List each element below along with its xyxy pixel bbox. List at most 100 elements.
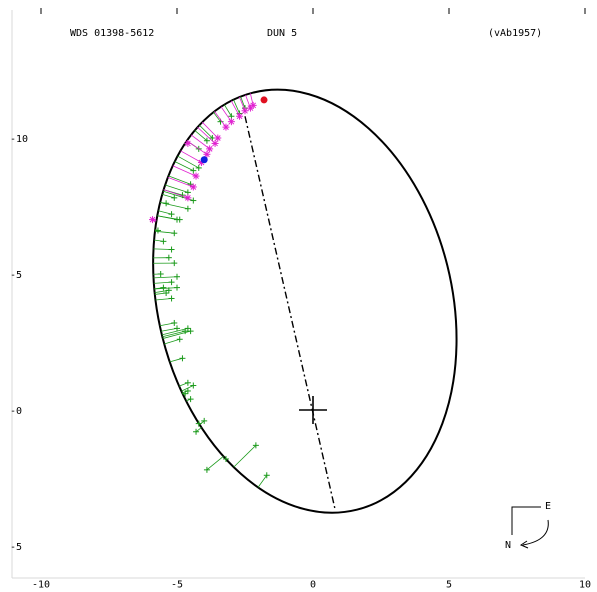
micrometer-observation xyxy=(165,254,172,261)
residual-line xyxy=(177,155,199,169)
residual-line xyxy=(160,202,188,210)
x-axis-ticks: -10 -5 0 5 10 xyxy=(32,579,591,590)
residual-line xyxy=(168,175,191,185)
micrometer-observation xyxy=(154,227,161,234)
micrometer-observation xyxy=(157,271,164,277)
residual-line xyxy=(206,456,224,471)
residual-line xyxy=(220,106,232,122)
micrometer-observation xyxy=(187,396,194,403)
compass-north-label: N xyxy=(505,540,511,551)
x-tick-label: 5 xyxy=(446,579,452,590)
micrometer-observation xyxy=(195,164,202,171)
residual-line xyxy=(239,96,246,111)
compass: E N xyxy=(505,501,551,551)
residual-line xyxy=(233,445,257,468)
interferometric-observation xyxy=(222,123,230,131)
residual-line xyxy=(172,165,197,177)
micrometer-observation xyxy=(184,387,191,394)
residual-line xyxy=(174,161,194,171)
x-tick-label: -5 xyxy=(171,579,183,590)
micrometer-observation xyxy=(174,273,180,280)
micrometer-observation xyxy=(168,211,175,218)
micrometer-observation xyxy=(174,284,180,291)
residual-line xyxy=(199,124,213,139)
residual-line xyxy=(153,276,178,279)
residual-line xyxy=(224,104,232,117)
residual-line xyxy=(180,150,202,163)
residual-line xyxy=(181,385,194,392)
interferometric-observation xyxy=(211,139,219,147)
micrometer-observation xyxy=(182,390,189,397)
interferometric-observation xyxy=(227,118,235,126)
residual-line xyxy=(162,330,186,338)
micrometer-observation xyxy=(184,325,191,332)
star-name-label: DUN 5 xyxy=(267,28,297,39)
residual-line xyxy=(163,189,189,199)
micrometer-observation xyxy=(168,279,175,286)
micrometer-observation xyxy=(201,417,208,424)
y-tick-label: -5 xyxy=(10,270,22,281)
micrometer-observation xyxy=(252,442,259,449)
micrometer-observation xyxy=(190,167,197,174)
interferometric-observation xyxy=(189,183,197,191)
micrometer-observation xyxy=(179,355,186,362)
y-tick-label: -10 xyxy=(10,134,28,145)
y-tick-label: -5 xyxy=(10,542,22,553)
compass-east-label: E xyxy=(545,501,551,512)
residual-line xyxy=(161,328,188,336)
interferometric-observation xyxy=(192,172,200,180)
line-of-apsides xyxy=(244,116,336,509)
residual-line xyxy=(240,96,246,109)
residual-line xyxy=(201,121,219,139)
residual-line xyxy=(153,248,172,250)
interferometric-observation xyxy=(203,150,211,158)
residual-line xyxy=(195,427,202,433)
residual-line xyxy=(169,357,183,363)
micrometer-observation xyxy=(190,382,197,389)
micrometer-observation xyxy=(163,290,170,297)
interferometric-observation xyxy=(206,145,214,153)
residual-line xyxy=(233,99,240,114)
x-tick-label: 0 xyxy=(310,579,316,590)
micrometer-observation xyxy=(160,284,167,291)
residual-line xyxy=(190,134,210,150)
residual-line xyxy=(186,140,208,155)
compass-arms xyxy=(511,506,541,535)
x-tick-label: -10 xyxy=(32,579,50,590)
micrometer-observation xyxy=(174,325,180,332)
residual-line xyxy=(165,184,189,193)
micrometer-observation xyxy=(203,137,210,144)
micrometer-observation xyxy=(171,260,178,267)
residual-line xyxy=(199,420,205,425)
orbit-ellipse xyxy=(152,88,458,514)
top-ticks xyxy=(40,8,586,14)
interferometric-observation xyxy=(184,139,192,147)
interferometric-observation xyxy=(149,216,157,224)
micrometer-observation xyxy=(176,216,183,223)
residual-line xyxy=(162,330,191,339)
residual-line xyxy=(230,100,240,117)
residual-line xyxy=(167,177,194,188)
residual-line xyxy=(214,111,227,128)
micrometer-observation xyxy=(263,472,270,479)
rotation-arrow xyxy=(522,519,549,546)
orbit-reference-label: (vAb1957) xyxy=(488,28,542,39)
micrometer-observation xyxy=(222,455,229,462)
residual-line xyxy=(257,475,268,488)
y-tick-label: -0 xyxy=(10,406,22,417)
rotation-arrowhead xyxy=(519,540,529,549)
micrometer-observation xyxy=(184,379,191,386)
micrometer-observation xyxy=(193,428,200,435)
residual-line xyxy=(164,338,180,345)
micrometer-observation xyxy=(184,205,191,212)
micrometer-observation xyxy=(160,238,167,245)
residual-line xyxy=(158,210,172,215)
residual-line xyxy=(213,111,221,122)
highlighted-observation-dot xyxy=(260,96,268,104)
interferometric-observation xyxy=(249,101,257,109)
residual-line xyxy=(162,194,175,199)
micrometer-observation xyxy=(203,466,210,473)
observations xyxy=(149,93,270,488)
micrometer-observation xyxy=(171,194,178,201)
